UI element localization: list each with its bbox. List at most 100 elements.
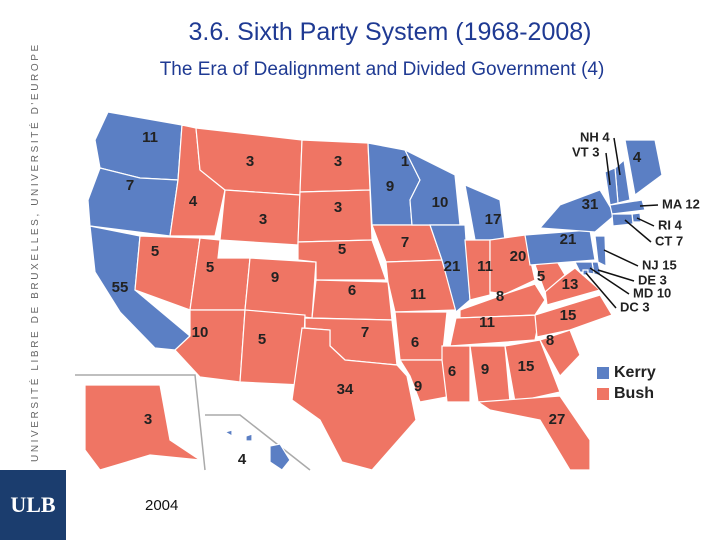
state bbox=[631, 212, 642, 223]
state-label: 6 bbox=[448, 363, 456, 380]
legend: Kerry Bush bbox=[597, 364, 656, 402]
state-label: 8 bbox=[496, 288, 504, 305]
state-label: 3 bbox=[334, 153, 342, 170]
state-label: 6 bbox=[411, 334, 419, 351]
state-label: 21 bbox=[444, 258, 461, 275]
state-label: 9 bbox=[271, 269, 279, 286]
sidebar-text: UNIVERSITÉ LIBRE DE BRUXELLES, UNIVERSIT… bbox=[28, 42, 41, 462]
leader-line bbox=[639, 204, 659, 207]
state-label: 5 bbox=[151, 243, 159, 260]
state-label: 9 bbox=[414, 378, 422, 395]
state-label: 5 bbox=[537, 268, 545, 285]
hawaii-frame bbox=[205, 414, 311, 471]
state-label: 4 bbox=[633, 149, 642, 166]
state-label: 11 bbox=[410, 286, 426, 303]
state bbox=[385, 259, 457, 313]
subtitle: The Era of Dealignment and Divided Gover… bbox=[160, 59, 605, 80]
state-label: 13 bbox=[562, 276, 579, 293]
leader-line bbox=[589, 267, 630, 295]
state bbox=[291, 327, 417, 471]
state-label: 3 bbox=[334, 199, 342, 216]
state-label: DC 3 bbox=[620, 299, 650, 314]
map: 1175545335109533567349711691021171120811… bbox=[84, 111, 700, 471]
state-label: 3 bbox=[144, 411, 152, 428]
state-label: VT 3 bbox=[572, 144, 599, 159]
state-label: 3 bbox=[259, 211, 267, 228]
state-label: 7 bbox=[401, 234, 409, 251]
state bbox=[403, 148, 461, 226]
alaska-frame bbox=[75, 374, 206, 471]
year: 2004 bbox=[145, 497, 178, 514]
state bbox=[539, 329, 581, 378]
state bbox=[504, 339, 561, 403]
state-label: NH 4 bbox=[580, 129, 610, 144]
logo: ULB bbox=[10, 492, 56, 517]
state bbox=[476, 395, 591, 471]
state-label: 6 bbox=[348, 282, 356, 299]
leader-line bbox=[603, 249, 639, 267]
legend-swatch bbox=[597, 388, 609, 400]
state bbox=[84, 384, 201, 471]
state-label: MA 12 bbox=[662, 196, 700, 211]
state bbox=[269, 443, 291, 471]
state-label: 20 bbox=[510, 248, 527, 265]
state-label: 15 bbox=[560, 307, 577, 324]
state-label: 17 bbox=[485, 211, 502, 228]
state bbox=[489, 234, 536, 295]
state bbox=[609, 199, 646, 215]
state bbox=[297, 189, 373, 243]
logo-box bbox=[0, 470, 66, 540]
state-label: CT 7 bbox=[655, 233, 683, 248]
state bbox=[189, 237, 251, 311]
title: 3.6. Sixth Party System (1968-2008) bbox=[189, 18, 592, 46]
state bbox=[174, 309, 246, 383]
state-label: 27 bbox=[549, 411, 566, 428]
state-label: NJ 15 bbox=[642, 257, 677, 272]
state bbox=[429, 224, 471, 314]
state-label: 10 bbox=[192, 324, 209, 341]
state-label: 9 bbox=[481, 361, 489, 378]
state-label: 5 bbox=[338, 241, 346, 258]
state bbox=[469, 345, 511, 403]
state-label: 10 bbox=[432, 194, 449, 211]
state bbox=[524, 229, 596, 266]
state-label: 34 bbox=[337, 381, 354, 398]
leader-line bbox=[636, 217, 655, 227]
leader-line bbox=[624, 219, 652, 243]
state bbox=[244, 257, 317, 319]
state-label: 11 bbox=[142, 129, 158, 146]
state-label: 7 bbox=[361, 324, 369, 341]
state-label: 21 bbox=[560, 231, 577, 248]
state bbox=[604, 167, 619, 206]
state bbox=[464, 239, 491, 301]
state bbox=[245, 433, 253, 442]
state-label: 3 bbox=[246, 153, 254, 170]
state-label: 8 bbox=[546, 332, 554, 349]
state bbox=[594, 235, 607, 267]
leader-line bbox=[613, 137, 621, 176]
state-label: MD 10 bbox=[633, 285, 671, 300]
state-label: 55 bbox=[112, 279, 129, 296]
state-label: 5 bbox=[206, 259, 214, 276]
state bbox=[398, 359, 453, 403]
state bbox=[538, 189, 616, 233]
state-label: 5 bbox=[258, 331, 266, 348]
state bbox=[624, 139, 663, 197]
state bbox=[394, 311, 448, 361]
state-label: 4 bbox=[238, 451, 247, 468]
leader-line bbox=[585, 272, 617, 309]
legend-swatch bbox=[597, 367, 609, 379]
state bbox=[534, 294, 613, 338]
state-label: DE 3 bbox=[638, 272, 667, 287]
state-label: 15 bbox=[518, 358, 535, 375]
state bbox=[574, 261, 595, 275]
state-label: 9 bbox=[386, 178, 394, 195]
legend-label: Kerry bbox=[614, 364, 656, 381]
state-label: 1 bbox=[401, 153, 409, 170]
state-label: 11 bbox=[477, 258, 493, 275]
state-label: RI 4 bbox=[658, 217, 683, 232]
state-label: 7 bbox=[126, 177, 134, 194]
leader-line bbox=[605, 152, 611, 186]
legend-label: Bush bbox=[614, 385, 654, 402]
